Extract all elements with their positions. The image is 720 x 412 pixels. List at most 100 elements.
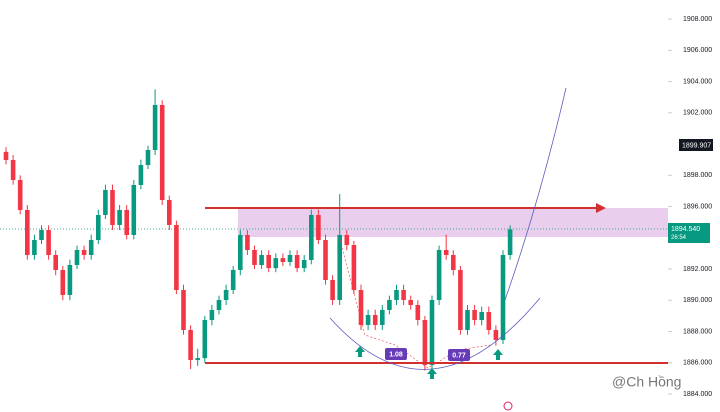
candle-body [223, 289, 229, 300]
price-label: 1899.907 [682, 142, 711, 149]
countdown: 26:54 [671, 235, 687, 241]
candle-body [344, 234, 350, 245]
candle-body [39, 229, 44, 240]
candle-body [188, 329, 193, 360]
resistance-zone [238, 208, 668, 237]
candle-body [110, 189, 115, 225]
y-tick-label: 1906.000 [683, 47, 712, 54]
candle-body [81, 249, 87, 255]
candle-body [458, 269, 463, 330]
y-tick-label: 1908.000 [683, 16, 712, 23]
candle-body [259, 254, 264, 265]
pattern-lines [339, 239, 491, 369]
candle-body [202, 319, 208, 359]
candle-body [245, 234, 250, 250]
annotation-box [448, 349, 470, 361]
candle-body [117, 209, 122, 225]
annotation: 1.08 [389, 351, 403, 358]
y-tick-label: 1886.000 [683, 360, 712, 367]
candle-body [429, 299, 435, 365]
candle-body [294, 254, 300, 269]
candle-body [181, 289, 186, 330]
candle-body [451, 254, 456, 270]
candle-body [316, 214, 321, 240]
watermark: @Ch Hồng [612, 374, 681, 390]
candle-body [159, 104, 165, 200]
candle-body [252, 249, 257, 265]
candle-body [131, 184, 137, 235]
candle-body [337, 234, 342, 300]
candle-body [415, 304, 421, 320]
candle-body [209, 309, 215, 320]
icon [503, 401, 513, 411]
candle-body [60, 269, 66, 295]
candle-body [443, 249, 449, 255]
candle-body [25, 209, 30, 255]
candle-body [32, 239, 37, 255]
y-tick-label: 1884.000 [683, 391, 712, 398]
candle-body [103, 189, 108, 215]
candle-body [287, 254, 293, 263]
candle-body [365, 314, 371, 325]
candle-body [330, 279, 335, 300]
candle-body [96, 214, 101, 240]
candle-body [230, 269, 236, 290]
candle-body [387, 299, 392, 310]
candle-body [53, 254, 58, 270]
candle-body [167, 199, 172, 225]
candle-body [280, 258, 286, 263]
candle-body [401, 289, 406, 300]
candle-body [88, 239, 94, 255]
candle-body [145, 149, 151, 165]
candle-body [17, 179, 23, 210]
candle-body [10, 159, 16, 180]
candle-body [323, 239, 328, 280]
candle-body [124, 209, 129, 235]
y-tick-label: 1902.000 [683, 110, 712, 117]
candle-body [195, 358, 200, 360]
candle-body [309, 214, 314, 260]
y-tick-label: 1904.000 [683, 78, 712, 85]
candle-body [216, 299, 222, 310]
candle-body [479, 312, 484, 320]
buy-arrows [355, 346, 503, 379]
candle-body [436, 249, 442, 300]
candle-body [500, 254, 506, 340]
price-label-box [679, 139, 713, 151]
candle-body [486, 312, 492, 330]
y-tick-label: 1892.000 [683, 266, 712, 273]
candle-body [408, 299, 413, 305]
candle-body [74, 249, 80, 265]
candle-body [380, 309, 385, 325]
candle-body [138, 164, 144, 185]
candle-body [358, 289, 364, 325]
candle-body [67, 264, 73, 295]
candle-body [351, 244, 357, 290]
projection-curve [504, 87, 567, 301]
candle-body [507, 229, 513, 255]
candle-body [301, 259, 307, 269]
candle-body [3, 151, 9, 160]
candle-body [472, 309, 477, 320]
arrow-head [596, 203, 606, 213]
candle-body [493, 329, 499, 340]
candle-body [273, 258, 279, 269]
y-tick-label: 1898.000 [683, 172, 712, 179]
last-price-label: 1894.540 [671, 226, 700, 233]
candle-body [394, 289, 399, 300]
y-tick-label: 1888.000 [683, 328, 712, 335]
annotation: 0.77 [452, 352, 466, 359]
candle-body [266, 254, 271, 269]
annotation-box [385, 348, 407, 360]
candle-body [46, 229, 51, 255]
candle-body [422, 319, 428, 365]
price-axis [668, 0, 720, 412]
candle-body [238, 234, 243, 270]
y-tick-label: 1896.000 [683, 203, 712, 210]
candle-body [174, 224, 179, 290]
candle-body [465, 309, 470, 330]
y-tick-label: 1890.000 [683, 297, 712, 304]
last-price-box [668, 223, 710, 243]
candle-body [152, 104, 158, 150]
